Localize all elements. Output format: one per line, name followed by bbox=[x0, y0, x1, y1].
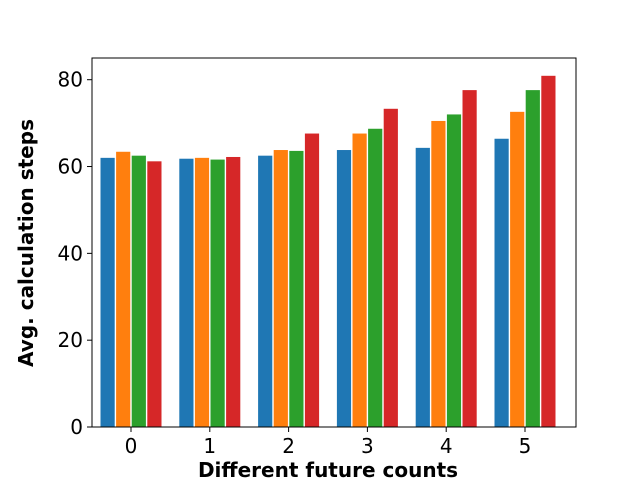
y-tick-label: 40 bbox=[58, 241, 83, 265]
bar-series2-cat5 bbox=[525, 90, 540, 428]
bar-series0-cat1 bbox=[179, 158, 194, 427]
bar-series1-cat2 bbox=[273, 150, 288, 427]
bar-series3-cat1 bbox=[226, 156, 241, 428]
x-tick-label: 0 bbox=[125, 434, 138, 458]
bar-series0-cat3 bbox=[336, 150, 352, 427]
y-tick-label: 0 bbox=[70, 415, 83, 439]
bar-series2-cat4 bbox=[446, 114, 462, 427]
bar-series3-cat2 bbox=[304, 133, 320, 428]
x-axis: 0 1 2 3 4 5 bbox=[125, 427, 532, 458]
bar-series2-cat3 bbox=[368, 128, 383, 427]
bar-series3-cat0 bbox=[147, 161, 162, 427]
bar-series1-cat4 bbox=[431, 120, 446, 427]
plot-frame bbox=[91, 57, 577, 428]
x-axis-label: Different future counts bbox=[198, 458, 458, 480]
y-axis: 0 20 40 60 80 bbox=[58, 68, 92, 439]
bar-series3-cat5 bbox=[541, 75, 556, 428]
y-tick-label: 20 bbox=[58, 328, 83, 352]
x-tick-label: 2 bbox=[282, 434, 295, 458]
y-tick-label: 80 bbox=[58, 68, 83, 92]
bar-series2-cat1 bbox=[210, 159, 225, 427]
y-axis-label: Avg. calculation steps bbox=[14, 119, 38, 367]
x-tick-label: 1 bbox=[203, 434, 216, 458]
y-tick-label: 60 bbox=[58, 155, 83, 179]
bar-series1-cat3 bbox=[352, 133, 367, 428]
x-tick-label: 5 bbox=[519, 434, 532, 458]
bars-group bbox=[100, 75, 556, 428]
bar-series0-cat4 bbox=[415, 147, 430, 428]
bar-series1-cat1 bbox=[194, 157, 210, 427]
bar-series1-cat0 bbox=[116, 151, 131, 427]
bar-series3-cat4 bbox=[462, 90, 477, 428]
bar-series0-cat5 bbox=[494, 138, 509, 427]
bar-series1-cat5 bbox=[510, 111, 525, 427]
bar-series0-cat0 bbox=[100, 157, 115, 427]
bar-series3-cat3 bbox=[383, 108, 398, 427]
bar-series2-cat0 bbox=[131, 155, 146, 427]
x-tick-label: 3 bbox=[361, 434, 374, 458]
x-tick-label: 4 bbox=[440, 434, 453, 458]
bar-series0-cat2 bbox=[258, 155, 273, 427]
bar-series2-cat2 bbox=[289, 150, 304, 427]
